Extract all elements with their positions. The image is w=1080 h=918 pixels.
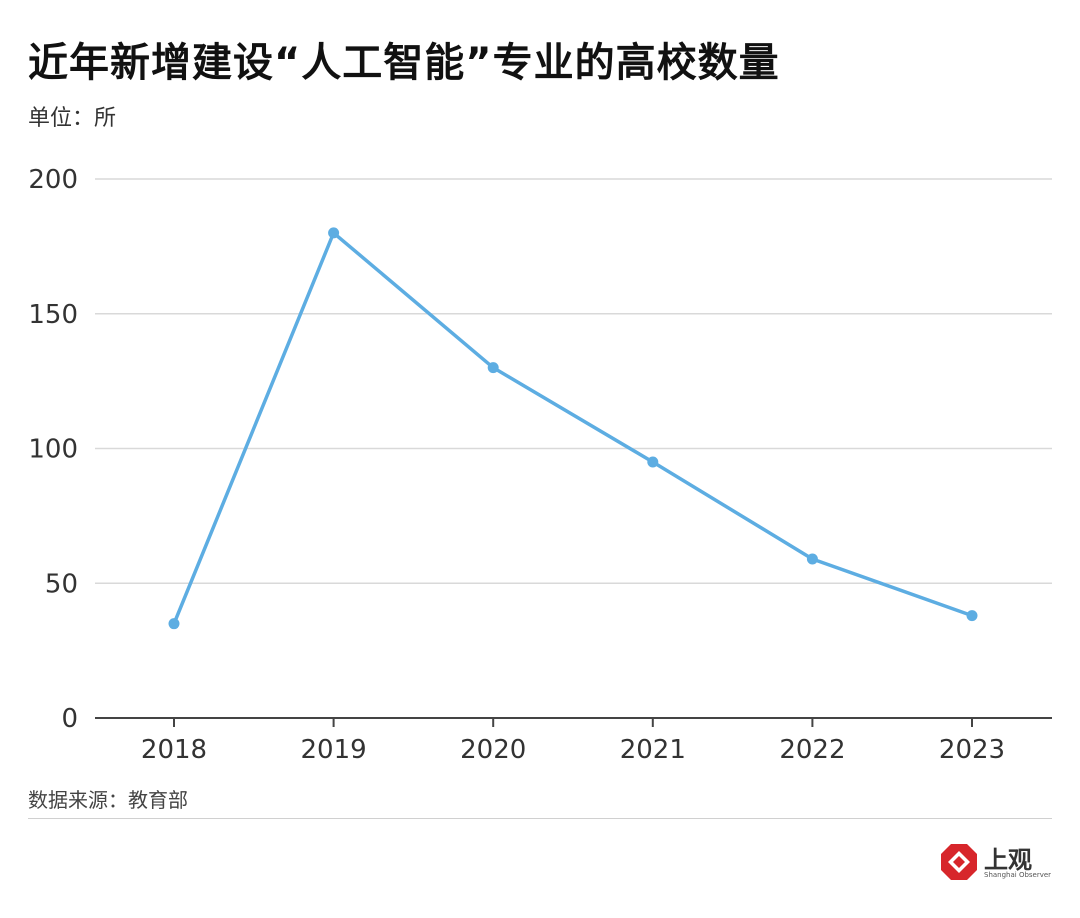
x-tick-label: 2018 [141, 735, 207, 765]
line-chart: 0 50 100 150 200 2018 2019 2020 2021 2022 2023 [28, 165, 1052, 765]
data-point [168, 618, 180, 630]
logo-text-cn: 上观 [984, 845, 1032, 874]
x-tick-label: 2019 [301, 735, 367, 765]
shanghai-observer-logo: 上观 Shanghai Observer [940, 842, 1051, 882]
y-tick-label: 150 [28, 300, 78, 330]
y-tick-label: 50 [45, 569, 78, 599]
y-tick-label: 0 [61, 704, 78, 734]
y-tick-label: 200 [28, 165, 78, 195]
chart-title: 近年新增建设“人工智能”专业的高校数量 [28, 40, 780, 86]
data-point [806, 553, 818, 565]
unit-label: 单位：所 [28, 106, 117, 131]
divider [28, 818, 1052, 819]
data-point [328, 227, 340, 239]
shanghai-observer-logo-icon [941, 844, 977, 880]
y-tick-label: 100 [28, 435, 78, 465]
data-point [487, 362, 499, 374]
source-note: 数据来源：教育部 [28, 788, 188, 812]
data-point [647, 456, 659, 468]
logo-text-en: Shanghai Observer [984, 871, 1052, 879]
data-point [966, 610, 978, 622]
x-tick-label: 2022 [779, 735, 845, 765]
series-line [172, 231, 974, 626]
x-tick-label: 2020 [460, 735, 526, 765]
x-tick-label: 2021 [620, 735, 686, 765]
x-tick-label: 2023 [939, 735, 1005, 765]
